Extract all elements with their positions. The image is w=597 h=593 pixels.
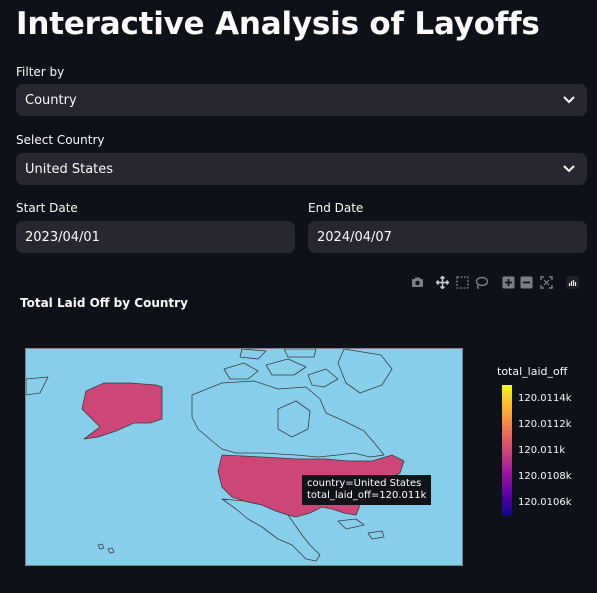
chevron-down-icon: [563, 165, 575, 173]
end-date-input[interactable]: 2024/04/07: [308, 221, 587, 253]
map-tooltip: country=United States total_laid_off=120…: [302, 475, 432, 505]
alaska-shape: [81, 382, 163, 440]
start-date-input[interactable]: 2023/04/01: [16, 221, 295, 253]
box-select-icon[interactable]: [456, 276, 469, 289]
select-country-value: United States: [25, 161, 114, 177]
select-country-label: Select Country: [16, 133, 105, 147]
colorbar-tick: 120.0106k: [518, 497, 572, 508]
chevron-down-icon: [563, 96, 575, 104]
camera-icon[interactable]: [411, 276, 424, 289]
select-country-select[interactable]: United States: [16, 153, 587, 185]
tooltip-country: country=United States: [307, 478, 422, 489]
colorbar-title: total_laid_off: [497, 365, 568, 378]
end-date-value: 2024/04/07: [317, 229, 392, 245]
zoom-in-icon[interactable]: [502, 276, 515, 289]
hudson-bay-shape: [277, 400, 311, 438]
colorbar-tick: 120.0108k: [518, 471, 572, 482]
colorbar-tick: 120.0112k: [518, 419, 572, 430]
zoom-out-icon[interactable]: [520, 276, 533, 289]
lasso-icon[interactable]: [475, 276, 488, 289]
filter-by-label: Filter by: [16, 65, 65, 79]
end-date-label: End Date: [308, 201, 364, 215]
start-date-label: Start Date: [16, 201, 78, 215]
plotly-logo-icon[interactable]: [566, 276, 579, 289]
colorbar-tick: 120.011k: [518, 445, 566, 456]
tooltip-value: total_laid_off=120.011k: [307, 490, 427, 501]
filter-by-select[interactable]: Country: [16, 84, 587, 116]
colorbar-tick: 120.0114k: [518, 393, 572, 404]
choropleth-map[interactable]: [25, 348, 463, 566]
colorbar: [502, 385, 512, 516]
chart-title: Total Laid Off by Country: [20, 296, 188, 310]
page-title: Interactive Analysis of Layoffs: [16, 6, 540, 42]
greenland-shape: [337, 349, 393, 394]
filter-by-value: Country: [25, 92, 77, 108]
autoscale-icon[interactable]: [540, 276, 553, 289]
start-date-value: 2023/04/01: [25, 229, 100, 245]
pan-icon[interactable]: [436, 276, 449, 289]
